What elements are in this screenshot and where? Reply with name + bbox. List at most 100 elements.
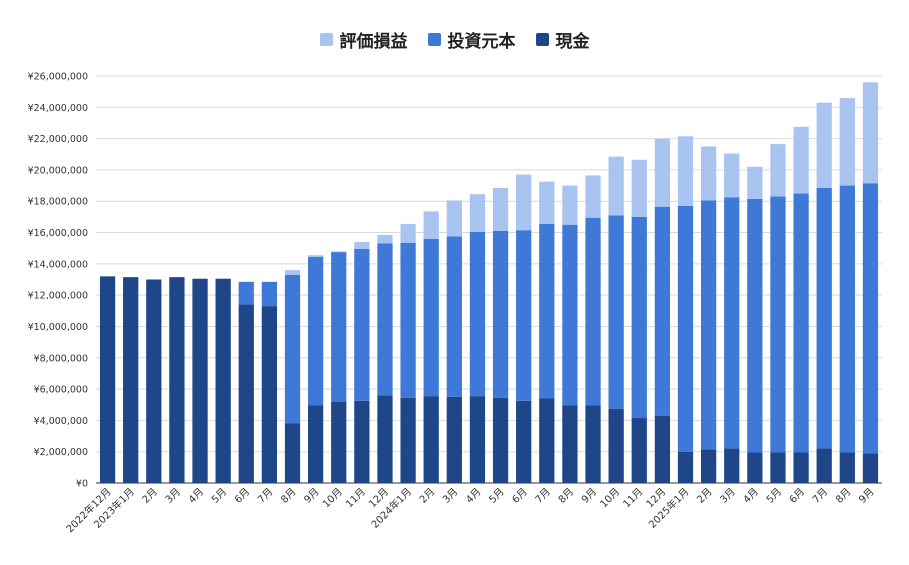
legend-label: 投資元本 — [447, 32, 516, 52]
bar-segment[interactable] — [284, 270, 301, 275]
bar-segment[interactable] — [99, 276, 116, 483]
bar-segment[interactable] — [307, 255, 324, 257]
bar-segment[interactable] — [677, 136, 694, 206]
bar-segment[interactable] — [839, 97, 855, 186]
y-tick-label: ¥24,000,000 — [28, 103, 88, 114]
bar-segment[interactable] — [585, 217, 601, 406]
bar-segment[interactable] — [562, 185, 578, 225]
legend-item[interactable]: 投資元本 — [427, 27, 516, 52]
bar-segment[interactable] — [724, 448, 740, 483]
bar-segment[interactable] — [377, 243, 393, 396]
bar-segment[interactable] — [677, 451, 694, 483]
bar-segment[interactable] — [747, 452, 763, 483]
bar-segment[interactable] — [631, 216, 647, 419]
bar-segment[interactable] — [839, 452, 855, 483]
bar-segment[interactable] — [608, 156, 624, 216]
bar-segment[interactable] — [423, 238, 439, 397]
bar-segment[interactable] — [400, 223, 416, 243]
legend-item[interactable]: 現金 — [535, 27, 590, 52]
bar-segment[interactable] — [354, 241, 370, 249]
bar-segment[interactable] — [608, 408, 624, 483]
bar-segment[interactable] — [469, 194, 486, 232]
bar-segment[interactable] — [654, 138, 671, 207]
bar-segment[interactable] — [331, 401, 347, 483]
bar-segment[interactable] — [585, 175, 601, 218]
bar-segment[interactable] — [862, 183, 879, 454]
bar-segment[interactable] — [770, 452, 786, 483]
bar-segment[interactable] — [400, 242, 416, 398]
bar-segment[interactable] — [585, 405, 601, 483]
bar-segment[interactable] — [747, 198, 763, 453]
bar-segment[interactable] — [700, 200, 717, 450]
bar-segment[interactable] — [307, 256, 324, 406]
bar-segment[interactable] — [700, 449, 717, 483]
bar-segment[interactable] — [446, 236, 462, 397]
bar-segment[interactable] — [539, 398, 555, 483]
bar-segment[interactable] — [631, 159, 647, 217]
bar-segment[interactable] — [192, 278, 208, 483]
bar-segment[interactable] — [677, 205, 694, 452]
bar-segment[interactable] — [793, 452, 809, 483]
bar-segment[interactable] — [123, 277, 139, 483]
bar-segment[interactable] — [839, 185, 855, 453]
bar-segment[interactable] — [469, 396, 486, 483]
bar-segment[interactable] — [516, 230, 532, 401]
bar-segment[interactable] — [654, 206, 671, 416]
bar-segment[interactable] — [261, 281, 278, 307]
bar-segment[interactable] — [816, 102, 832, 188]
bar-segment[interactable] — [816, 448, 832, 483]
bar-segment[interactable] — [238, 304, 254, 483]
bar-segment[interactable] — [770, 196, 786, 453]
bar-segment[interactable] — [862, 82, 879, 184]
bar-segment[interactable] — [377, 234, 393, 244]
bar-segment[interactable] — [492, 230, 509, 398]
bar-segment[interactable] — [539, 223, 555, 399]
bar-segment[interactable] — [816, 187, 832, 449]
bar-segment[interactable] — [469, 231, 486, 397]
bar-segment[interactable] — [724, 153, 740, 198]
y-tick-label: ¥2,000,000 — [34, 447, 88, 458]
bar-segment[interactable] — [562, 405, 578, 483]
bar-segment[interactable] — [423, 211, 439, 239]
bar-segment[interactable] — [377, 395, 393, 483]
bar-segment[interactable] — [238, 281, 254, 305]
legend: 評価損益 投資元本 現金 — [0, 27, 909, 52]
bar-segment[interactable] — [284, 423, 301, 483]
bar-segment[interactable] — [331, 251, 347, 253]
bar-segment[interactable] — [331, 252, 347, 402]
x-tick-label: 7月 — [810, 486, 830, 506]
bar-segment[interactable] — [354, 248, 370, 401]
legend-swatch — [319, 33, 333, 46]
bar-segment[interactable] — [261, 306, 278, 483]
bar-segment[interactable] — [631, 418, 647, 483]
bar-segment[interactable] — [146, 279, 162, 484]
bar-segment[interactable] — [608, 215, 624, 409]
bar-segment[interactable] — [169, 277, 185, 483]
bar-segment[interactable] — [354, 400, 370, 483]
bar-segment[interactable] — [492, 187, 509, 231]
bar-segment[interactable] — [516, 174, 532, 231]
legend-item[interactable]: 評価損益 — [319, 27, 408, 52]
bar-segment[interactable] — [215, 278, 231, 483]
x-tick-label: 2月 — [417, 486, 437, 506]
bar-segment[interactable] — [793, 126, 809, 194]
bar-segment[interactable] — [562, 224, 578, 406]
x-tick-label: 6月 — [510, 486, 530, 506]
bar-segment[interactable] — [539, 181, 555, 224]
bar-segment[interactable] — [446, 396, 462, 483]
bar-segment[interactable] — [284, 274, 301, 424]
bar-segment[interactable] — [654, 415, 671, 483]
bar-segment[interactable] — [307, 405, 324, 483]
bar-segment[interactable] — [492, 397, 509, 483]
bar-segment[interactable] — [793, 193, 809, 453]
bar-segment[interactable] — [400, 397, 416, 483]
bar-segment[interactable] — [516, 400, 532, 483]
bar-segment[interactable] — [446, 200, 462, 237]
bar-segment[interactable] — [862, 453, 879, 483]
bar-segment[interactable] — [747, 166, 763, 199]
x-tick-label: 3月 — [440, 486, 460, 506]
bar-segment[interactable] — [724, 197, 740, 449]
bar-segment[interactable] — [423, 396, 439, 483]
bar-segment[interactable] — [770, 144, 786, 197]
bar-segment[interactable] — [700, 146, 717, 201]
